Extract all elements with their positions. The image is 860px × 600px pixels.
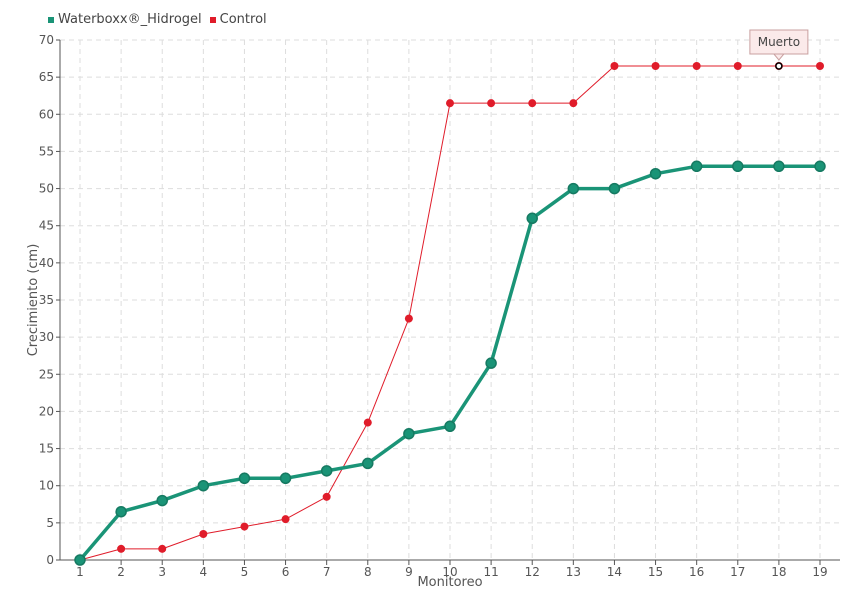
data-point-waterboxx-9[interactable] (403, 427, 415, 440)
legend-label-waterboxx: Waterboxx®_Hidrogel (58, 12, 202, 27)
data-point-waterboxx-4[interactable] (197, 479, 210, 492)
x-tick-label-8: 9 (405, 565, 413, 579)
legend-swatch-control (209, 16, 216, 23)
y-tick-label-11: 55 (39, 144, 54, 158)
legend-item-control[interactable]: Control (209, 12, 267, 27)
x-tick-label-1: 2 (117, 565, 125, 579)
y-tick-label-13: 65 (39, 70, 54, 84)
x-tick-label-7: 8 (364, 565, 372, 579)
data-point-control-5[interactable] (240, 522, 249, 531)
y-tick-label-7: 35 (39, 293, 54, 307)
x-tick-label-9: 10 (442, 565, 457, 579)
data-point-control-9[interactable] (404, 314, 413, 323)
data-point-waterboxx-18[interactable] (773, 160, 785, 173)
data-point-waterboxx-2[interactable] (115, 505, 127, 518)
data-point-control-15[interactable] (651, 62, 660, 70)
y-tick-label-12: 60 (39, 107, 54, 121)
data-point-control-3[interactable] (158, 544, 167, 553)
x-tick-label-2: 3 (158, 565, 166, 579)
y-tick-label-1: 5 (46, 516, 54, 530)
x-tick-label-5: 6 (282, 565, 290, 579)
x-tick-label-3: 4 (200, 565, 208, 579)
x-tick-label-13: 14 (607, 565, 622, 579)
x-tick-label-17: 18 (771, 565, 786, 579)
y-tick-label-0: 0 (46, 553, 54, 567)
data-point-control-17[interactable] (733, 62, 742, 70)
y-axis-title: Crecimiento (cm) (26, 244, 41, 357)
data-point-control-16[interactable] (692, 62, 701, 70)
y-tick-label-4: 20 (39, 404, 54, 418)
annotation-pointer-0 (772, 53, 785, 61)
data-point-waterboxx-12[interactable] (526, 212, 538, 225)
data-point-waterboxx-15[interactable] (649, 167, 662, 180)
y-tick-label-3: 15 (39, 442, 54, 456)
data-point-control-4[interactable] (199, 530, 208, 538)
series-layer (74, 62, 826, 566)
data-point-control-7[interactable] (322, 492, 331, 501)
x-tick-label-12: 13 (566, 565, 581, 579)
data-point-waterboxx-1[interactable] (74, 554, 86, 566)
y-tick-label-5: 25 (39, 367, 54, 381)
data-point-waterboxx-11[interactable] (485, 357, 497, 369)
x-tick-label-6: 7 (323, 565, 331, 579)
x-tick-label-11: 12 (525, 565, 540, 579)
y-tick-label-8: 40 (39, 256, 54, 270)
data-point-waterboxx-7[interactable] (320, 465, 333, 477)
y-tick-label-2: 10 (39, 479, 54, 493)
data-point-waterboxx-19[interactable] (814, 160, 826, 173)
x-tick-label-0: 1 (76, 565, 84, 579)
data-point-waterboxx-14[interactable] (608, 182, 621, 195)
data-point-control-8[interactable] (363, 418, 372, 427)
grid (60, 39, 840, 560)
data-point-control-11[interactable] (487, 99, 496, 108)
data-point-control-2[interactable] (117, 544, 126, 553)
data-point-control-13[interactable] (569, 99, 578, 108)
legend: Waterboxx®_Hidrogel Control (48, 12, 275, 27)
annotation-layer: Muerto (749, 29, 809, 70)
legend-item-waterboxx[interactable]: Waterboxx®_Hidrogel (48, 12, 202, 27)
annotation-marker-0 (775, 62, 783, 70)
data-point-control-10[interactable] (446, 99, 454, 108)
x-tick-label-16: 17 (730, 565, 745, 579)
x-tick-label-10: 11 (483, 565, 498, 579)
data-point-waterboxx-13[interactable] (567, 182, 580, 195)
data-point-control-12[interactable] (528, 99, 537, 108)
data-point-waterboxx-6[interactable] (279, 472, 292, 485)
y-tick-label-9: 45 (39, 219, 54, 233)
x-axis-title: Monitoreo (417, 575, 482, 590)
data-point-waterboxx-3[interactable] (156, 494, 168, 507)
y-tick-label-14: 70 (39, 33, 54, 47)
data-point-waterboxx-8[interactable] (362, 457, 374, 470)
data-point-waterboxx-17[interactable] (732, 160, 744, 173)
data-point-waterboxx-16[interactable] (690, 160, 703, 173)
data-point-control-14[interactable] (610, 62, 619, 70)
data-point-waterboxx-10[interactable] (444, 420, 456, 433)
x-tick-label-15: 16 (689, 565, 704, 579)
annotation-label-0: Muerto (758, 35, 800, 49)
x-tick-label-14: 15 (648, 565, 663, 579)
data-point-control-19[interactable] (816, 62, 824, 70)
data-point-control-6[interactable] (281, 515, 290, 524)
y-tick-label-10: 50 (39, 182, 54, 196)
x-tick-label-4: 5 (241, 565, 249, 579)
legend-swatch-waterboxx (48, 16, 54, 23)
data-point-waterboxx-5[interactable] (238, 472, 251, 485)
x-tick-label-18: 19 (812, 565, 827, 579)
y-tick-label-6: 30 (39, 330, 54, 344)
legend-label-control: Control (219, 12, 267, 27)
